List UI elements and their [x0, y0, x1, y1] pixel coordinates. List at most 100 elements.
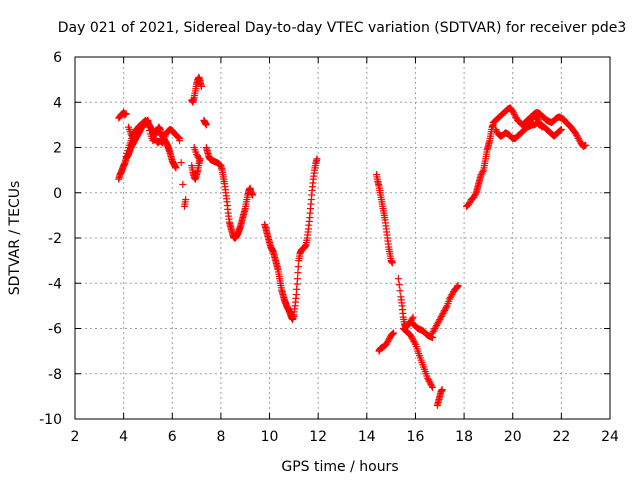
- data-point: [390, 329, 398, 337]
- data-point: [394, 275, 402, 283]
- data-point: [442, 303, 450, 311]
- data-point: [202, 121, 210, 129]
- data-point: [179, 180, 187, 188]
- data-point: [174, 133, 182, 141]
- data-point: [407, 331, 415, 339]
- x-tick-labels: 2 4 6 8 10 12 14 16 18 20 22 24: [71, 429, 619, 445]
- data-point: [407, 316, 415, 324]
- data-point: [127, 130, 135, 138]
- data-point: [465, 200, 473, 208]
- data-point: [410, 337, 418, 345]
- data-point: [424, 376, 432, 384]
- data-point: [122, 110, 130, 118]
- data-point: [428, 329, 436, 337]
- data-point: [510, 109, 518, 117]
- data-point: [493, 127, 501, 135]
- data-point: [129, 133, 137, 141]
- data-point: [436, 315, 444, 323]
- x-tick-label: 6: [168, 429, 177, 445]
- data-point: [124, 147, 132, 155]
- data-point: [388, 259, 396, 267]
- data-point: [535, 119, 543, 127]
- y-tick-labels: -10 -8 -6 -4 -2 0 2 4 6: [39, 50, 62, 428]
- data-point: [408, 315, 416, 323]
- data-point: [429, 328, 437, 336]
- data-point: [175, 134, 183, 142]
- data-point: [433, 320, 441, 328]
- data-point: [435, 317, 443, 325]
- data-point: [294, 263, 302, 271]
- data-point: [573, 131, 581, 139]
- data-point: [123, 150, 131, 158]
- y-tick-label: 4: [53, 95, 62, 111]
- y-tick-label: -10: [39, 412, 62, 428]
- data-point: [172, 164, 180, 172]
- data-point: [536, 120, 544, 128]
- data-point: [176, 137, 184, 145]
- data-point: [437, 314, 445, 322]
- data-point: [556, 127, 564, 135]
- data-point: [128, 131, 136, 139]
- data-point: [533, 114, 541, 122]
- data-point: [389, 330, 397, 338]
- data-point: [575, 136, 583, 144]
- data-point: [194, 153, 202, 161]
- axis-ticks: [74, 56, 611, 420]
- data-point: [512, 113, 520, 121]
- data-point: [385, 336, 393, 344]
- data-point: [446, 294, 454, 302]
- data-point: [510, 110, 518, 118]
- data-point: [446, 295, 453, 303]
- y-tick-label: 2: [53, 141, 62, 157]
- data-point: [437, 312, 445, 320]
- data-point: [441, 306, 449, 314]
- data-point: [426, 379, 434, 387]
- data-point: [427, 380, 435, 388]
- data-point: [438, 386, 446, 394]
- data-point: [122, 153, 130, 161]
- data-point: [411, 339, 419, 347]
- data-point: [471, 192, 479, 200]
- data-point: [395, 281, 403, 289]
- data-point: [449, 289, 457, 297]
- data-point: [193, 152, 201, 160]
- data-point: [477, 171, 485, 179]
- data-point: [454, 282, 462, 290]
- data-point: [582, 141, 590, 149]
- data-point: [441, 305, 449, 313]
- data-point: [145, 123, 153, 131]
- data-point: [177, 159, 185, 167]
- y-tick-label: -6: [48, 322, 62, 338]
- y-tick-label: -2: [48, 231, 62, 247]
- data-point: [466, 199, 474, 207]
- data-point: [396, 287, 404, 295]
- data-point: [197, 82, 205, 90]
- data-point: [408, 334, 416, 342]
- data-point: [382, 340, 390, 348]
- chart-title: Day 021 of 2021, Sidereal Day-to-day VTE…: [58, 20, 627, 36]
- x-tick-label: 24: [601, 429, 619, 445]
- data-point: [386, 334, 394, 342]
- data-point: [409, 336, 417, 344]
- data-point: [431, 325, 439, 332]
- data-point: [129, 134, 137, 142]
- data-point: [428, 382, 436, 390]
- data-point: [440, 308, 448, 316]
- data-point: [195, 155, 203, 163]
- x-tick-label: 18: [455, 429, 473, 445]
- data-point: [574, 134, 582, 142]
- data-point: [434, 318, 442, 326]
- data-point: [294, 269, 302, 277]
- data-point: [161, 132, 169, 140]
- data-points: [115, 73, 590, 409]
- data-point: [162, 131, 170, 139]
- data-point: [294, 275, 302, 283]
- data-point: [574, 133, 582, 141]
- data-point: [158, 138, 166, 146]
- x-tick-label: 8: [216, 429, 225, 445]
- x-tick-label: 16: [407, 429, 425, 445]
- y-tick-label: 6: [53, 50, 62, 66]
- data-point: [146, 127, 154, 135]
